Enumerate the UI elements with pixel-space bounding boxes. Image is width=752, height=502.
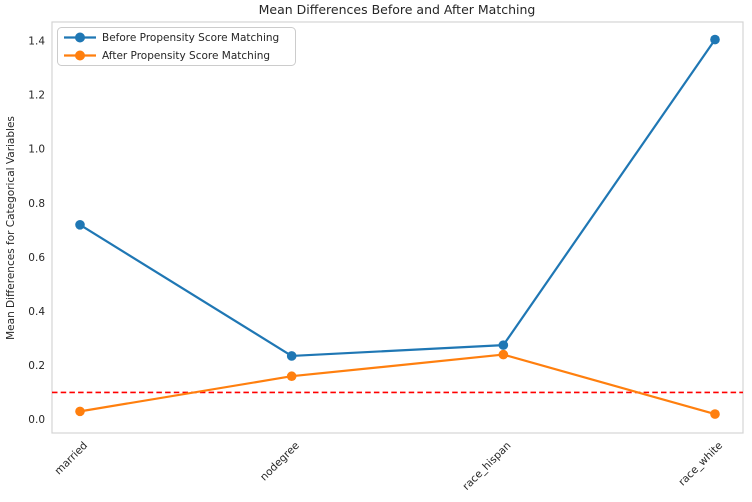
x-tick-label: nodegree bbox=[258, 440, 302, 484]
data-point-marker bbox=[498, 349, 509, 360]
x-tick-label: race_hispan bbox=[460, 440, 513, 493]
axes-frame bbox=[51, 21, 744, 434]
chart-title: Mean Differences Before and After Matchi… bbox=[259, 2, 536, 17]
legend-entry-label: Before Propensity Score Matching bbox=[102, 32, 279, 44]
legend-box bbox=[57, 27, 296, 66]
legend-marker-icon bbox=[75, 32, 85, 43]
legend-marker-icon bbox=[75, 50, 85, 61]
data-point-marker bbox=[286, 351, 297, 361]
legend-entry-label: After Propensity Score Matching bbox=[102, 50, 270, 62]
y-tick-label: 0.0 bbox=[28, 414, 45, 426]
x-tick-label: race_white bbox=[676, 440, 725, 489]
y-tick-label: 0.6 bbox=[28, 252, 45, 264]
data-point-marker bbox=[286, 371, 297, 382]
y-tick-label: 1.2 bbox=[28, 90, 45, 102]
y-tick-label: 1.0 bbox=[28, 144, 45, 156]
plot-area: 0.0 0.2 0.4 0.6 0.8 1.0 1.2 1.4 married nodegree r… bbox=[28, 21, 744, 493]
y-tick-label: 0.8 bbox=[28, 198, 45, 210]
data-point-marker bbox=[75, 406, 85, 417]
series-line-0 bbox=[78, 38, 717, 358]
y-axis-title: Mean Differences for Categorical Variabl… bbox=[5, 116, 17, 340]
series-line-1 bbox=[78, 353, 717, 416]
y-tick-label: 1.4 bbox=[28, 36, 45, 48]
data-point-marker bbox=[498, 340, 509, 350]
data-point-marker bbox=[75, 219, 85, 230]
data-point-marker bbox=[710, 34, 720, 45]
y-tick-label: 0.2 bbox=[28, 360, 45, 372]
y-tick-label: 0.4 bbox=[28, 306, 45, 318]
x-tick-label: married bbox=[53, 440, 91, 478]
data-point-marker bbox=[710, 409, 720, 419]
